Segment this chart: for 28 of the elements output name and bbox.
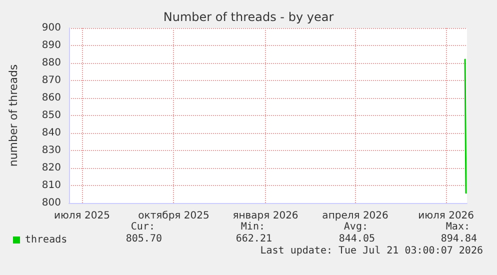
x-tick-label: июля 2025 — [54, 210, 110, 222]
y-tick-label: 860 — [42, 92, 61, 104]
y-tick-label: 890 — [42, 40, 61, 51]
chart-title: Number of threads - by year — [163, 10, 334, 24]
y-axis-title: number of threads — [7, 64, 20, 167]
y-tick-label: 820 — [42, 162, 61, 174]
x-tick-label: октября 2025 — [138, 210, 210, 222]
text: 844.05 — [338, 234, 375, 244]
y-tick-label: 880 — [42, 58, 61, 68]
x-tick-label: июля 2026 — [418, 210, 474, 222]
y-tick-label: 830 — [42, 145, 61, 156]
text: 894.84 — [440, 234, 477, 244]
text: Last update: Tue Jul 21 03:00:07 2026 — [260, 246, 483, 256]
x-tick-label: января 2026 — [232, 210, 298, 222]
text: Max: — [446, 222, 470, 232]
y-tick-label: 850 — [42, 110, 61, 121]
y-tick-label: 810 — [42, 180, 61, 191]
x-tick-label: апреля 2026 — [322, 210, 388, 222]
legend-label: threads — [25, 234, 68, 246]
y-tick-label: 900 — [42, 22, 61, 34]
text: Cur: — [130, 222, 155, 232]
text: Avg: — [344, 222, 368, 232]
y-tick-label: 840 — [42, 128, 61, 138]
text: 662.21 — [236, 234, 272, 244]
text: Min: — [240, 222, 265, 232]
text: 805.70 — [126, 234, 162, 244]
y-tick-label: 870 — [42, 75, 61, 86]
y-tick-label: 800 — [42, 198, 61, 208]
